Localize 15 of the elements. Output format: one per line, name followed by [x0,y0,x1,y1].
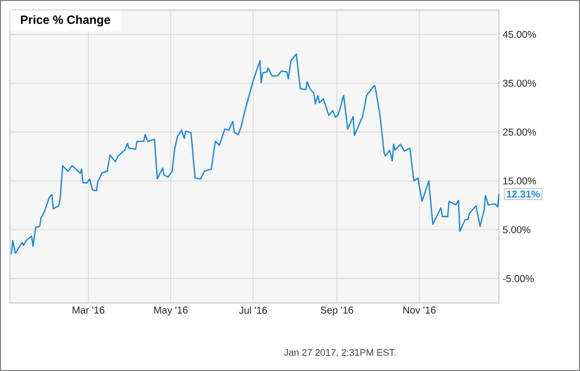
x-tick-label: Mar '16 [72,306,104,314]
x-tick-label: Sep '16 [320,306,354,316]
chart-title: Price % Change [20,15,110,26]
y-tick-label: 25.00% [503,128,536,136]
y-tick-label: -5.00% [502,275,534,282]
y-tick-label: 15.00% [503,177,536,184]
x-tick-label: Jul '16 [239,306,267,314]
text: Jan 27 2017, 2:31PM EST. [284,349,396,357]
y-tick-label: 5.00% [502,226,530,234]
y-tick-label: 35.00% [502,80,536,87]
line-series [10,53,500,255]
x-tick-label: May '16 [154,306,188,316]
data-label: 12.31% [506,190,540,198]
y-tick-label: 45.00% [502,30,536,38]
x-tick-label: Nov '16 [403,306,436,314]
